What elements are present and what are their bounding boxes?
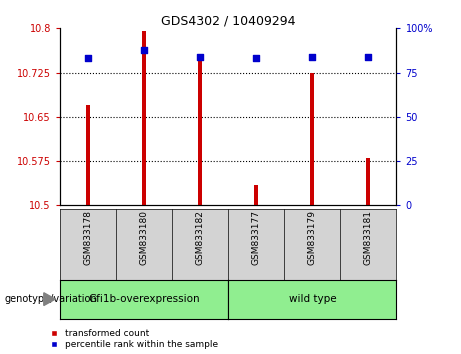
Point — [365, 54, 372, 59]
Text: GSM833180: GSM833180 — [140, 210, 148, 265]
Bar — [198, 61, 202, 205]
Point — [309, 54, 316, 59]
Text: GSM833177: GSM833177 — [252, 210, 261, 265]
Bar — [254, 185, 258, 205]
Text: GSM833179: GSM833179 — [308, 210, 317, 265]
Title: GDS4302 / 10409294: GDS4302 / 10409294 — [161, 14, 296, 27]
Point — [140, 47, 148, 52]
Bar — [142, 31, 146, 205]
Legend: transformed count, percentile rank within the sample: transformed count, percentile rank withi… — [51, 329, 218, 349]
Text: Gfi1b-overexpression: Gfi1b-overexpression — [88, 294, 200, 304]
Text: GSM833182: GSM833182 — [195, 210, 205, 265]
Text: genotype/variation: genotype/variation — [5, 294, 97, 304]
Point — [84, 56, 92, 61]
Point — [196, 54, 204, 59]
Bar — [86, 105, 90, 205]
Point — [253, 56, 260, 61]
Text: GSM833178: GSM833178 — [83, 210, 93, 265]
Text: wild type: wild type — [289, 294, 336, 304]
Bar — [310, 73, 314, 205]
Text: GSM833181: GSM833181 — [364, 210, 373, 265]
Bar — [366, 158, 370, 205]
